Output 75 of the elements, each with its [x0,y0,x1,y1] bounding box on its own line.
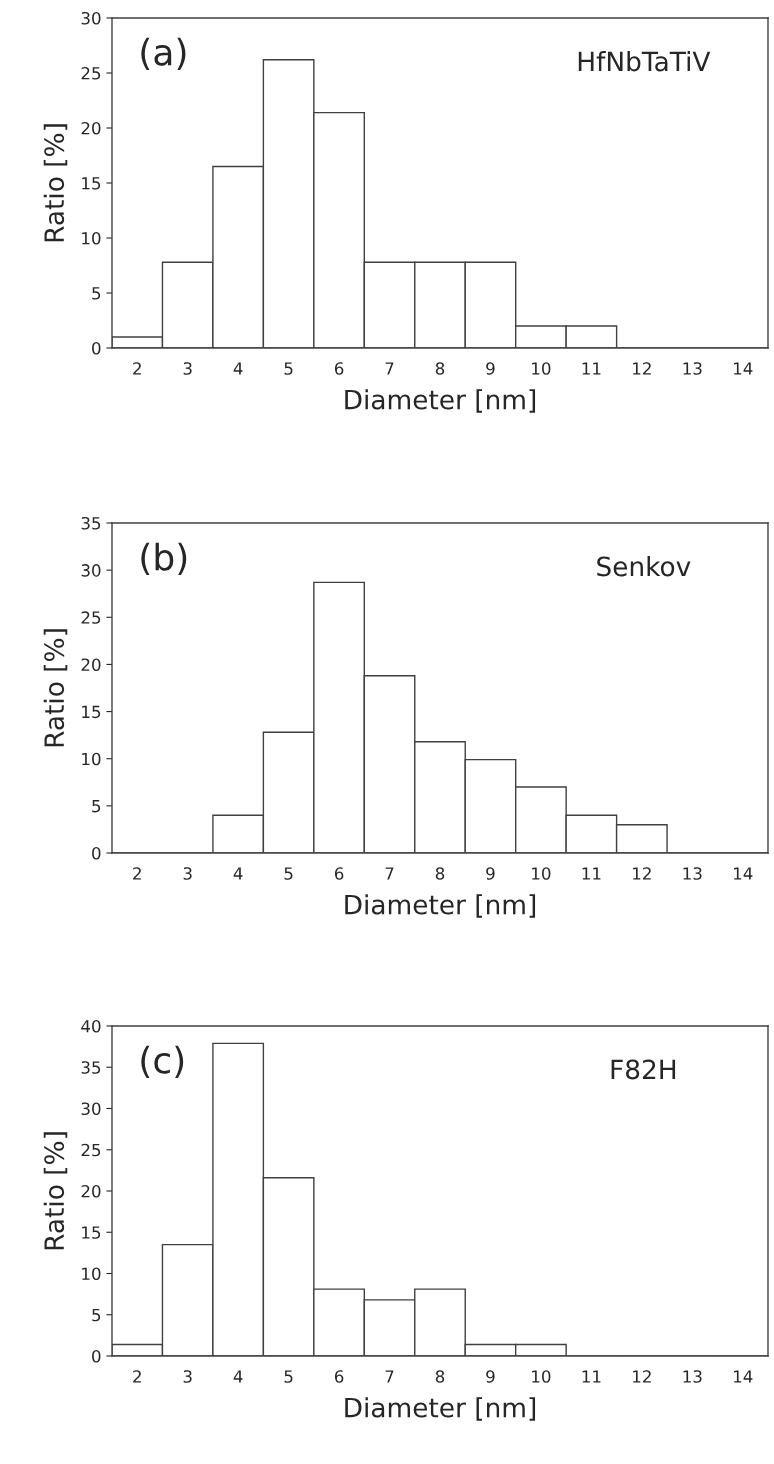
x-tick-label: 13 [683,1370,702,1383]
x-axis-title: Diameter [nm] [345,389,536,413]
y-tick-label: 30 [81,564,101,577]
y-tick-label: 0 [92,846,101,860]
x-tick-label: 7 [385,867,394,880]
x-tick-label: 2 [133,1370,141,1383]
x-tick-label: 5 [284,867,293,880]
y-tick-label: 15 [82,1226,101,1239]
x-axis-title: Diameter [nm] [345,894,536,918]
y-tick-label: 10 [82,1267,101,1281]
y-tick-label: 15 [82,177,101,190]
y-tick-label: 5 [92,287,101,300]
annotation: Senkov [597,556,691,577]
x-tick-label: 8 [435,362,445,375]
y-tick-label: 30 [81,11,101,25]
annotation: F82H [611,1059,676,1080]
x-tick-label: 9 [486,1370,495,1383]
y-tick-label: 20 [81,121,101,135]
x-tick-label: 10 [532,1370,551,1383]
y-tick-label: 25 [81,1143,101,1157]
annotation: (b) [141,542,187,575]
y-tick-label: 30 [81,1102,101,1116]
x-tick-label: 5 [284,362,293,375]
x-tick-label: 4 [233,867,243,880]
annotation: (a) [141,37,186,70]
y-tick-label: 35 [81,516,101,530]
x-tick-label: 10 [532,867,551,880]
y-tick-label: 10 [82,752,101,766]
y-tick-label: 35 [81,1061,101,1074]
x-tick-label: 6 [334,867,344,880]
x-tick-label: 11 [582,1370,601,1383]
x-tick-label: 10 [532,362,551,375]
x-tick-label: 14 [734,1370,753,1383]
x-axis-title: Diameter [nm] [345,1397,536,1421]
y-tick-label: 25 [81,611,101,624]
y-tick-label: 15 [82,705,101,719]
y-tick-label: 5 [92,1308,101,1322]
annotation: (c) [141,1045,184,1078]
y-tick-label: 10 [82,231,101,245]
y-axis-title: Ratio [%] [43,124,68,242]
y-tick-label: 0 [92,341,101,355]
x-tick-label: 11 [582,362,601,375]
x-tick-label: 2 [133,867,141,880]
x-tick-label: 3 [183,867,192,880]
y-tick-label: 40 [81,1019,101,1033]
x-tick-label: 13 [683,362,702,375]
x-tick-label: 14 [734,362,753,375]
x-tick-label: 3 [183,1370,192,1383]
x-tick-label: 14 [734,867,753,880]
y-tick-label: 20 [81,658,101,671]
x-tick-label: 3 [183,362,192,375]
y-tick-label: 20 [81,1184,101,1198]
x-tick-label: 9 [486,867,495,880]
x-tick-label: 2 [133,362,141,375]
x-tick-label: 12 [633,867,651,880]
x-tick-label: 11 [582,867,601,880]
x-tick-label: 5 [284,1370,293,1383]
x-tick-label: 4 [233,362,243,375]
annotation: HfNbTaTiV [578,51,711,72]
x-tick-label: 13 [683,867,702,880]
x-tick-label: 12 [633,1370,651,1383]
x-tick-label: 7 [385,1370,394,1383]
y-tick-label: 25 [81,66,101,80]
x-tick-label: 9 [486,362,495,375]
x-tick-label: 8 [435,867,445,880]
x-tick-label: 6 [334,362,344,375]
y-axis-title: Ratio [%] [43,1132,68,1250]
x-tick-label: 7 [385,362,394,375]
x-tick-label: 6 [334,1370,344,1383]
x-tick-label: 8 [435,1370,445,1383]
y-axis-title: Ratio [%] [43,629,68,747]
x-tick-label: 4 [233,1370,243,1383]
y-tick-label: 5 [92,800,101,813]
x-tick-label: 12 [633,362,651,375]
y-tick-label: 0 [92,1349,101,1363]
